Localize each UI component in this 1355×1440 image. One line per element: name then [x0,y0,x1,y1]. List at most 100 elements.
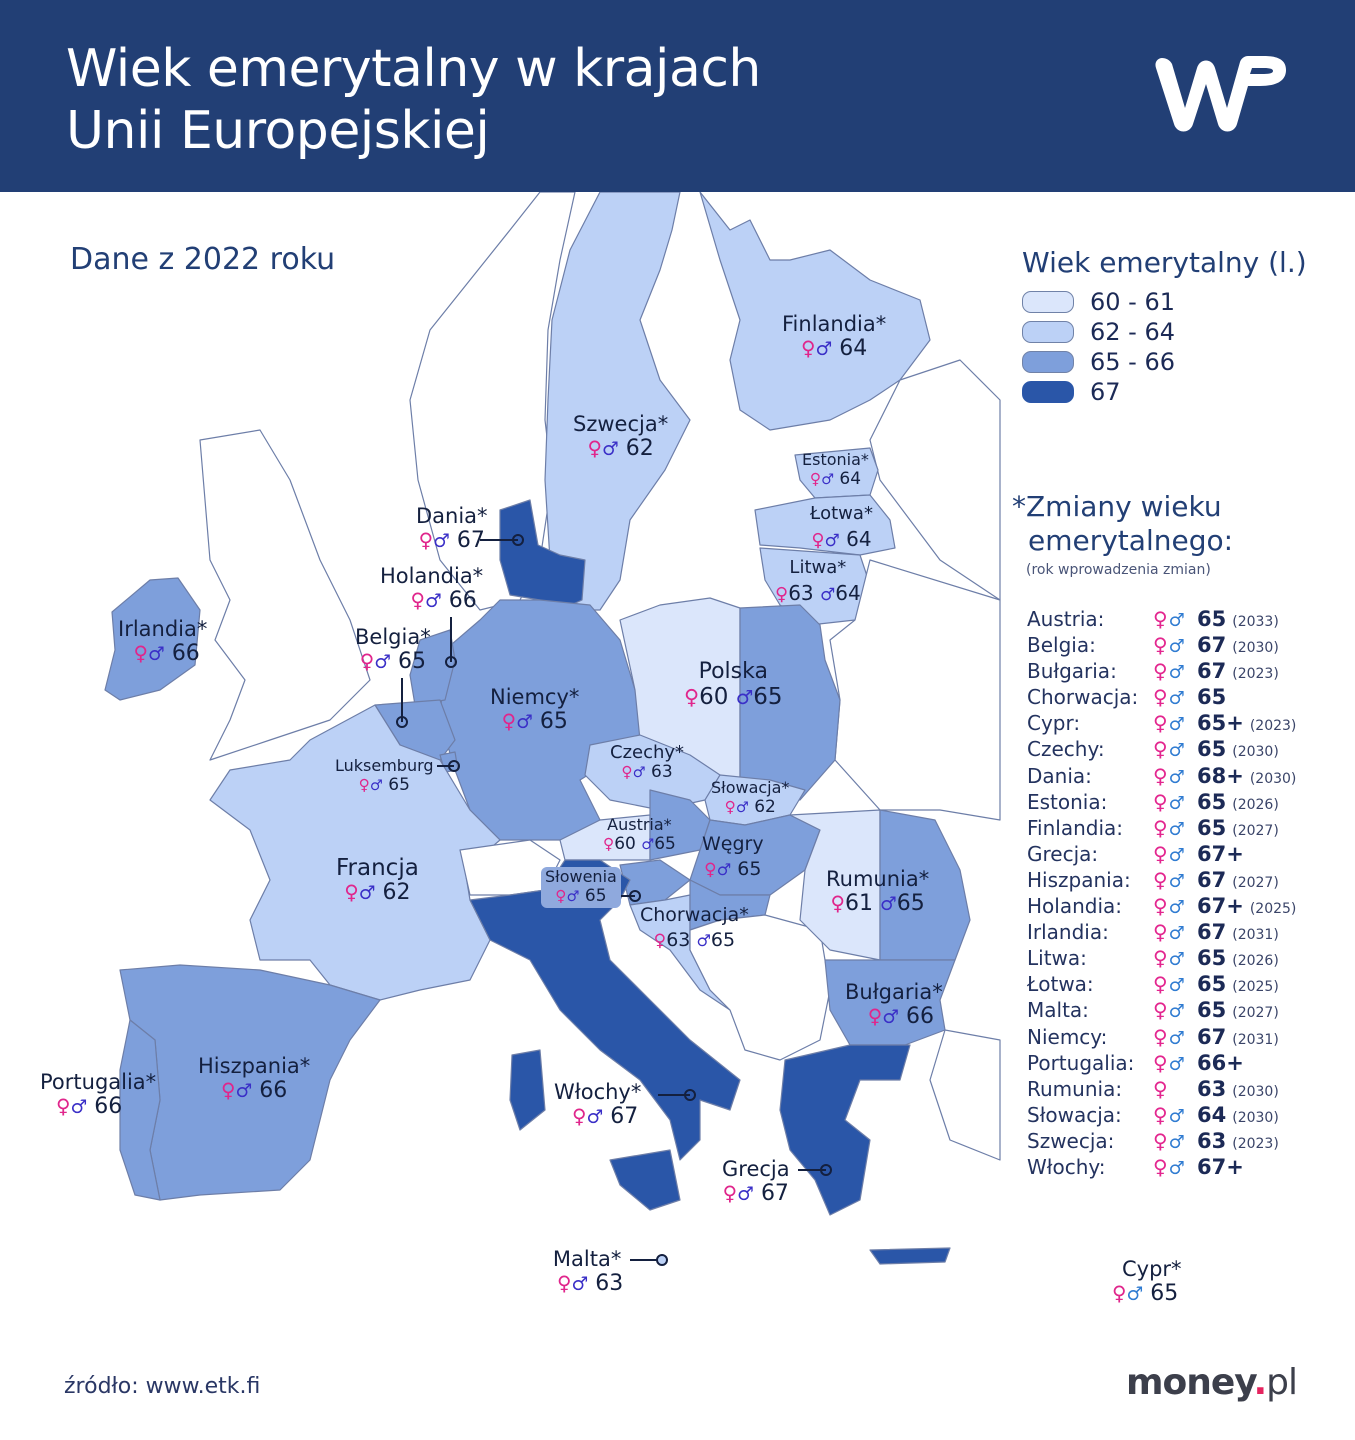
female-icon: ♀ [557,1272,572,1295]
male-icon: ♂ [735,800,749,816]
female-icon: ♀ [358,776,370,794]
change-country: Czechy: [1027,737,1105,762]
change-row: Słowacja: ♀♂ 64 (2030) [1027,1103,1296,1129]
page-title: Wiek emerytalny w krajach Unii Europejsk… [66,38,761,162]
gender-icons: ♀♂ [1153,972,1197,996]
change-country: Rumunia: [1027,1076,1123,1101]
change-row: Estonia: ♀♂ 65 (2026) [1027,790,1296,816]
map-label-czechy: Czechy* ♀♂ 63 [610,742,685,782]
change-country: Bułgaria: [1027,659,1117,684]
male-icon: ♂ [1168,1027,1185,1049]
change-age: 65 [1197,685,1227,710]
male-icon: ♂ [641,837,655,853]
change-row: Malta: ♀♂ 65 (2027) [1027,998,1296,1024]
change-age: 67+ [1197,1154,1244,1179]
male-icon: ♂ [879,894,897,915]
change-country: Cypr: [1027,711,1081,736]
change-age: 67+ [1197,841,1244,866]
title-line-1: Wiek emerytalny w krajach [66,39,761,99]
legend-swatch [1022,381,1074,403]
gender-icons: ♀♂ [1153,737,1197,761]
change-row: Hiszpania: ♀♂ 67 (2027) [1027,868,1296,894]
wp-logo-icon [1155,56,1286,132]
female-icon: ♀ [811,530,825,551]
female-icon: ♀ [1153,633,1168,658]
change-country: Malta: [1027,998,1089,1023]
male-icon: ♂ [1168,714,1185,736]
male-icon: ♂ [696,931,711,950]
female-icon: ♀ [1153,920,1168,945]
change-year: (2023) [1232,1135,1279,1152]
map-label-wlochy: Włochy* ♀♂ 67 [554,1080,642,1129]
male-icon: ♂ [235,1081,253,1102]
legend-item-67: 67 [1022,377,1307,407]
map-label-niemcy: Niemcy* ♀♂ 65 [490,685,580,734]
change-row: Grecja: ♀♂ 67+ [1027,842,1296,868]
change-age: 65 [1197,815,1227,840]
female-icon: ♀ [1153,867,1168,892]
female-icon: ♀ [56,1095,71,1118]
gender-icons: ♀♂ [1153,1129,1197,1153]
change-row: Bułgaria: ♀♂ 67 (2023) [1027,659,1296,685]
change-year: (2027) [1232,822,1279,839]
male-icon: ♂ [1168,766,1185,788]
male-icon: ♂ [1168,1157,1185,1179]
male-icon: ♂ [70,1097,88,1118]
female-icon: ♀ [133,642,149,665]
male-icon: ♂ [586,1107,604,1128]
male-icon: ♂ [1168,923,1185,945]
change-row: Rumunia: ♀ 63 (2030) [1027,1077,1296,1103]
change-row: Chorwacja: ♀♂ 65 [1027,685,1296,711]
europe-map [104,192,1001,1266]
change-year: (2025) [1249,901,1297,918]
change-age: 67 [1197,1024,1227,1049]
map-label-dania: Dania* ♀♂ 67 [416,504,488,553]
change-country: Włochy: [1027,1154,1106,1179]
map-label-francja: Francja ♀♂ 62 [336,855,419,905]
map-label-lotwa: Łotwa* ♀♂ 64 [810,503,873,551]
source-text: źródło: www.etk.fi [64,1374,261,1399]
gender-icons: ♀ [1153,1077,1197,1101]
female-icon: ♀ [587,437,602,460]
female-icon: ♀ [830,892,845,915]
female-icon: ♀ [621,763,633,781]
female-icon: ♀ [418,529,434,552]
country-italy [469,859,741,1161]
male-icon: ♂ [735,686,754,709]
map-label-wegry: Węgry ♀♂ 65 [702,833,764,880]
female-icon: ♀ [704,860,717,880]
change-country: Austria: [1027,607,1105,631]
gender-icons: ♀♂ [1153,1155,1197,1179]
male-icon: ♂ [1168,844,1185,866]
female-icon: ♀ [684,685,700,709]
male-icon: ♂ [1168,897,1185,919]
map-label-finlandia: Finlandia* ♀♂ 64 [782,312,887,361]
change-year: (2031) [1232,1031,1279,1048]
country-finland [699,192,931,431]
legend-item-62-64: 62 - 64 [1022,317,1307,347]
female-icon: ♀ [1153,1076,1168,1101]
gender-icons: ♀♂ [1153,607,1197,631]
female-icon: ♀ [344,881,359,904]
male-icon: ♂ [1168,662,1185,684]
change-age: 67 [1197,920,1227,945]
country-belarus-ukraine [829,559,1001,821]
legend-item-65-66: 65 - 66 [1022,347,1307,377]
female-icon: ♀ [809,470,822,488]
gender-icons: ♀♂ [1153,1103,1197,1127]
female-icon: ♀ [1153,737,1168,762]
gender-icons: ♀♂ [1153,816,1197,840]
map-label-estonia: Estonia* ♀♂ 64 [802,450,869,489]
male-icon: ♂ [1168,1001,1185,1023]
change-age: 65+ [1197,711,1244,736]
male-icon: ♂ [824,531,840,551]
male-icon: ♂ [716,860,732,879]
change-country: Estonia: [1027,789,1108,814]
map-label-austria: Austria* ♀60 ♂65 [603,815,676,854]
gender-icons: ♀♂ [1153,633,1197,657]
gender-icons: ♀♂ [1153,1025,1197,1049]
female-icon: ♀ [555,887,567,905]
change-year: (2026) [1232,796,1279,813]
change-row: Belgia: ♀♂ 67 (2030) [1027,633,1296,659]
change-row: Irlandia: ♀♂ 67 (2031) [1027,920,1296,946]
